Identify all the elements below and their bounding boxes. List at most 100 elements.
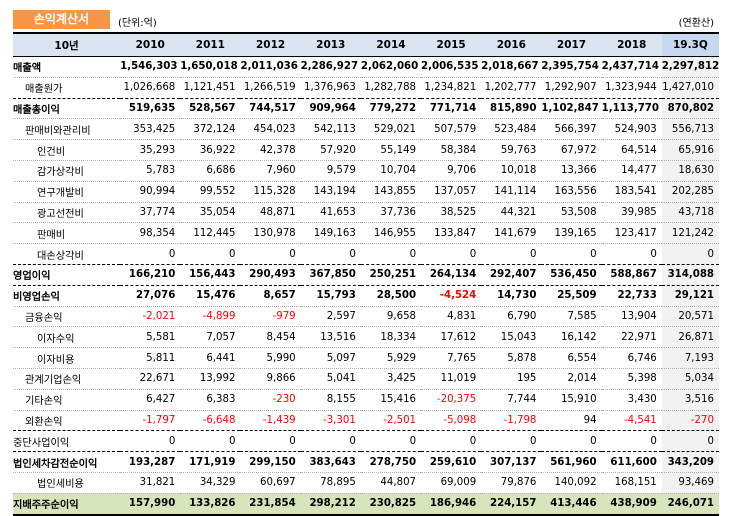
table-cell: 7,585 (541, 306, 602, 328)
row-label: 중단사업이익 (13, 430, 121, 453)
row-label: 외환손익 (13, 410, 121, 432)
table-cell: 58,384 (421, 139, 482, 161)
table-row: 지배주주순이익 157,990 133,826 231,854 298,212 230,8… (13, 493, 719, 516)
table-cell: 0 (180, 243, 241, 265)
table-cell: -20,375 (421, 389, 482, 411)
table-cell: 13,992 (180, 368, 241, 390)
table-cell: 246,071 (661, 493, 719, 516)
table-cell: 168,151 (601, 472, 662, 494)
table-cell: 307,137 (481, 451, 542, 473)
table-cell: 1,323,944 (601, 77, 662, 99)
table-cell: 3,516 (661, 389, 719, 411)
table-cell: 0 (421, 430, 482, 453)
table-cell: -6,648 (180, 410, 241, 432)
table-cell: 566,397 (541, 118, 602, 141)
table-cell: 524,903 (601, 118, 662, 141)
table-cell: 6,427 (120, 389, 181, 411)
table-cell: 523,484 (481, 118, 542, 141)
table-cell: 0 (601, 430, 662, 453)
table-cell: 1,650,018 (180, 56, 241, 78)
table-cell: 556,713 (661, 118, 719, 141)
table-cell: 6,441 (180, 347, 241, 369)
table-cell: 0 (300, 430, 361, 453)
table-cell: 43,718 (661, 202, 719, 224)
table-cell: 2,597 (300, 306, 361, 328)
table-cell: 0 (240, 430, 301, 453)
table-cell: 0 (360, 430, 422, 453)
table-cell: 9,579 (300, 160, 361, 182)
table-cell: 2,437,714 (601, 56, 662, 78)
table-cell: 1,102,847 (541, 98, 602, 120)
table-cell: 529,021 (360, 118, 422, 141)
table-cell: 36,922 (180, 139, 241, 161)
row-label: 관계기업손익 (13, 368, 121, 390)
table-row: 감가상각비 5,783 6,686 7,960 9,579 10,704 9,706 10,0… (13, 160, 719, 182)
table-cell: 59,763 (481, 139, 542, 161)
table-row: 관계기업손익 22,671 13,992 9,866 5,041 3,425 11,019 1… (13, 368, 719, 390)
table-cell: 55,149 (360, 139, 422, 161)
table-cell: 22,733 (601, 285, 662, 307)
table-cell: 99,552 (180, 181, 241, 203)
table-row: 매출총이익 519,635 528,567 744,517 909,964 779,272… (13, 98, 719, 120)
table-cell: 507,579 (421, 118, 482, 141)
table-cell: 2,006,535 (421, 56, 482, 78)
table-cell: 1,282,788 (360, 77, 422, 99)
report-title: 손익계산서 (13, 10, 110, 29)
table-cell: 5,097 (300, 347, 361, 369)
table-row: 중단사업이익 0 0 0 0 0 0 0 0 0 0 (13, 430, 719, 453)
table-cell: 5,581 (120, 326, 181, 349)
row-label: 광고선전비 (13, 202, 121, 224)
table-cell: 1,234,821 (421, 77, 482, 99)
table-cell: 67,972 (541, 139, 602, 161)
table-cell: -5,098 (421, 410, 482, 432)
table-cell: 3,425 (360, 368, 422, 390)
table-cell: 137,057 (421, 181, 482, 203)
table-cell: 15,910 (541, 389, 602, 411)
table-cell: 7,960 (240, 160, 301, 182)
table-row: 이자수익 5,581 7,057 8,454 13,516 18,334 17,612 15,… (13, 326, 719, 349)
table-cell: 413,446 (541, 493, 602, 516)
table-cell: 140,092 (541, 472, 602, 494)
table-cell: 27,076 (120, 285, 181, 307)
table-cell: 231,854 (240, 493, 301, 516)
row-label: 영업이익 (13, 264, 121, 286)
table-cell: 79,876 (481, 472, 542, 494)
table-cell: 78,895 (300, 472, 361, 494)
row-label: 이자수익 (13, 326, 121, 349)
table-cell: 22,971 (601, 326, 662, 349)
table-cell: 372,124 (180, 118, 241, 141)
table-cell: 298,212 (300, 493, 361, 516)
table-cell: 8,657 (240, 285, 301, 307)
table-cell: 278,750 (360, 451, 422, 473)
table-cell: 6,686 (180, 160, 241, 182)
table-cell: 141,114 (481, 181, 542, 203)
table-cell: 1,546,303 (120, 56, 181, 78)
table-cell: 292,407 (481, 264, 542, 286)
table-cell: 528,567 (180, 98, 241, 120)
table-cell: 383,643 (300, 451, 361, 473)
table-cell: 13,366 (541, 160, 602, 182)
table-cell: 35,054 (180, 202, 241, 224)
table-cell: 17,612 (421, 326, 482, 349)
table-cell: 5,783 (120, 160, 181, 182)
table-cell: 0 (541, 430, 602, 453)
table-cell: 264,134 (421, 264, 482, 286)
table-cell: 0 (421, 243, 482, 265)
table-cell: 0 (661, 430, 719, 453)
table-cell: -4,899 (180, 306, 241, 328)
table-cell: -2,501 (360, 410, 422, 432)
table-cell: 290,493 (240, 264, 301, 286)
table-cell: 15,476 (180, 285, 241, 307)
table-cell: 2,011,036 (240, 56, 301, 78)
table-cell: 3,430 (601, 389, 662, 411)
row-label: 연구개발비 (13, 181, 121, 203)
table-row: 매출액 1,546,303 1,650,018 2,011,036 2,286,927 2… (13, 56, 719, 78)
table-cell: 1,026,668 (120, 77, 181, 99)
table-cell: 588,867 (601, 264, 662, 286)
table-body: 매출액 1,546,303 1,650,018 2,011,036 2,286,927 2… (13, 56, 719, 516)
table-cell: 519,635 (120, 98, 181, 120)
table-cell: 259,610 (421, 451, 482, 473)
table-cell: 25,509 (541, 285, 602, 307)
table-cell: -4,524 (421, 285, 482, 307)
table-cell: 1,266,519 (240, 77, 301, 99)
